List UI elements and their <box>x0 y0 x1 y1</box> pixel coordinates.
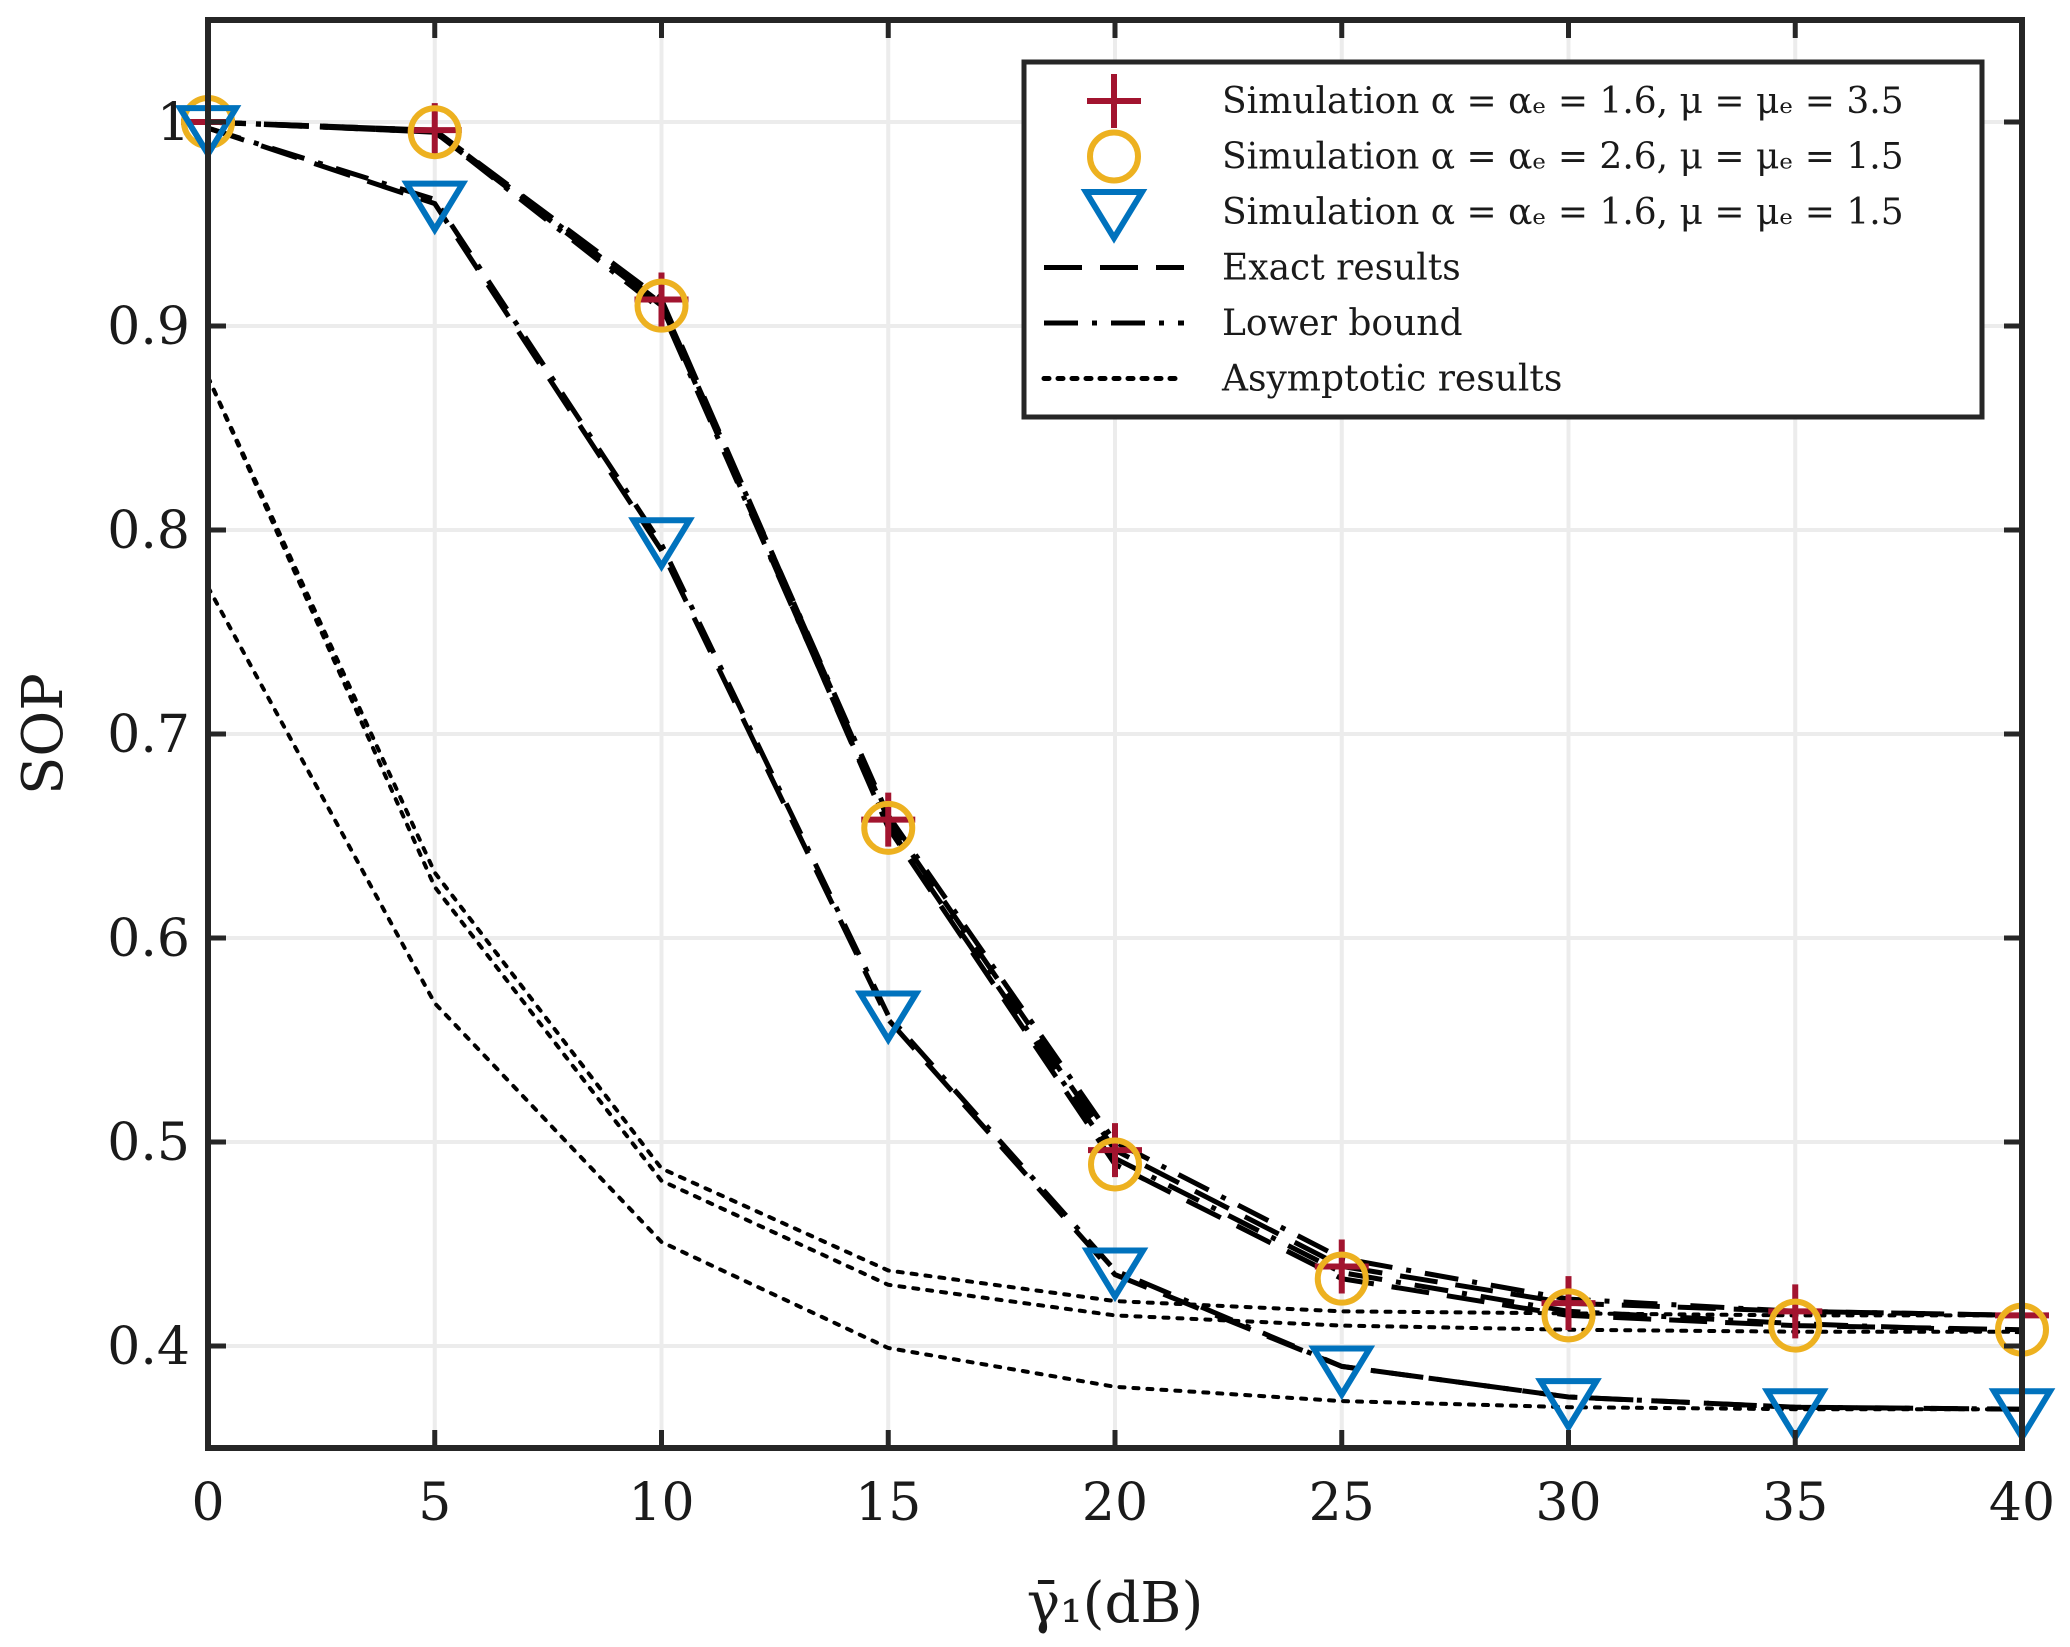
triangle-down-data-point <box>854 990 922 1046</box>
circle-data-point <box>1088 1137 1142 1192</box>
x-tick-label: 15 <box>855 1473 921 1533</box>
legend-label: Simulation α = αₑ = 1.6, μ = μₑ = 1.5 <box>1222 192 1904 233</box>
legend-label: Exact results <box>1222 248 1461 289</box>
dashdot-curve-2 <box>207 119 2023 1318</box>
circle-data-point <box>1314 1251 1369 1306</box>
circle-data-point <box>634 278 689 333</box>
circle-data-point <box>861 800 916 855</box>
y-tick-label: 1 <box>157 93 190 153</box>
legend: Simulation α = αₑ = 1.6, μ = μₑ = 3.5 Sim… <box>1021 59 1985 420</box>
y-tick-label: 0.8 <box>107 501 190 561</box>
x-tick-label: 10 <box>628 1473 694 1533</box>
y-tick-label: 0.9 <box>107 297 190 357</box>
y-axis-title: SOP <box>11 673 76 795</box>
y-tick-label: 0.5 <box>107 1113 190 1173</box>
x-tick-label: 30 <box>1535 1473 1601 1533</box>
x-axis-title: γ̄₁(dB) <box>1027 1571 1204 1636</box>
legend-label: Lower bound <box>1222 303 1463 344</box>
legend-plus-marker <box>1087 74 1141 128</box>
circle-data-point <box>407 105 462 160</box>
legend-triangle-down-marker <box>1080 189 1148 244</box>
triangle-down-data-point <box>401 180 469 236</box>
x-tick-label: 5 <box>418 1473 451 1533</box>
triangle-down-data-point <box>1308 1345 1376 1401</box>
y-tick-label: 0.7 <box>107 705 190 765</box>
dotted-curve-7 <box>206 375 2024 1318</box>
circle-data-point <box>1768 1298 1823 1353</box>
y-tick-label: 0.6 <box>107 909 190 969</box>
tick-labels: 0 5 10 15 20 25 30 35 40 0.4 0.5 0.6 0.7 0.8 0.9 1 <box>107 93 2055 1533</box>
x-tick-label: 35 <box>1762 1473 1828 1533</box>
x-tick-label: 0 <box>191 1473 224 1533</box>
legend-label: Simulation α = αₑ = 2.6, μ = μₑ = 1.5 <box>1222 137 1904 178</box>
x-tick-label: 20 <box>1082 1473 1148 1533</box>
y-tick-label: 0.4 <box>107 1317 190 1377</box>
plus-data-point <box>407 103 462 158</box>
circle-data-point <box>1541 1288 1596 1343</box>
triangle-down-data-point <box>1081 1247 1149 1303</box>
x-tick-label: 25 <box>1309 1473 1375 1533</box>
legend-label: Asymptotic results <box>1221 359 1562 400</box>
ticks <box>205 20 2025 1448</box>
dotted-curve-9 <box>206 585 2024 1412</box>
legend-box <box>1021 59 1985 420</box>
dashed-curve-5 <box>207 125 2023 1412</box>
legend-label: Simulation α = αₑ = 1.6, μ = μₑ = 3.5 <box>1222 81 1904 122</box>
x-tick-label: 40 <box>1989 1473 2055 1533</box>
triangle-down-data-point <box>1535 1378 1602 1433</box>
legend-circle-marker <box>1087 129 1141 184</box>
triangle-down-data-point <box>1761 1388 1829 1444</box>
series-markers <box>174 95 2056 1444</box>
triangle-down-data-point <box>628 517 695 572</box>
